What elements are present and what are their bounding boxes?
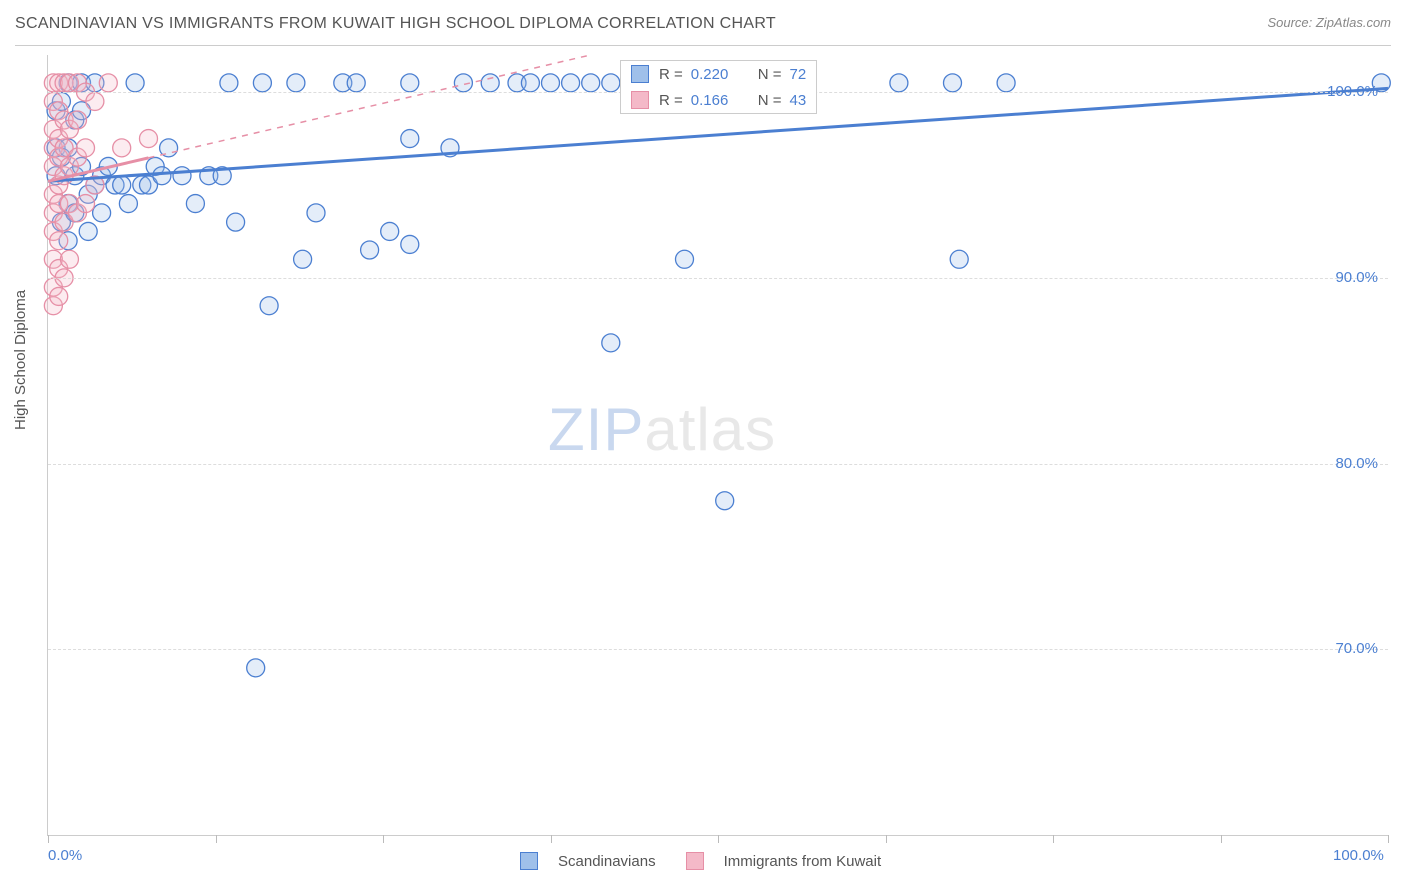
- stats-legend-row: R = 0.166 N = 43: [621, 87, 816, 113]
- data-point-scandinavians: [361, 241, 379, 259]
- data-point-scandinavians: [173, 167, 191, 185]
- chart-plot-area: ZIPatlas 70.0%80.0%90.0%100.0%0.0%100.0%: [47, 55, 1388, 836]
- data-point-scandinavians: [997, 74, 1015, 92]
- data-point-scandinavians: [260, 297, 278, 315]
- data-point-scandinavians: [582, 74, 600, 92]
- data-point-scandinavians: [153, 167, 171, 185]
- legend-label: Immigrants from Kuwait: [724, 853, 882, 870]
- data-point-scandinavians: [716, 492, 734, 510]
- y-tick-label: 90.0%: [1318, 269, 1378, 286]
- gridline-h: [48, 464, 1388, 465]
- data-point-scandinavians: [562, 74, 580, 92]
- data-point-scandinavians: [944, 74, 962, 92]
- r-label: R =: [659, 92, 683, 109]
- n-label: N =: [758, 66, 782, 83]
- data-point-scandinavians: [307, 204, 325, 222]
- x-tick: [48, 835, 49, 843]
- n-value: 72: [790, 66, 807, 83]
- data-point-scandinavians: [401, 74, 419, 92]
- data-point-scandinavians: [381, 222, 399, 240]
- data-point-scandinavians: [602, 334, 620, 352]
- data-point-scandinavians: [347, 74, 365, 92]
- data-point-scandinavians: [890, 74, 908, 92]
- legend-swatch: [520, 852, 538, 870]
- x-tick-label: 0.0%: [48, 847, 82, 864]
- data-point-scandinavians: [602, 74, 620, 92]
- data-point-kuwait: [50, 232, 68, 250]
- data-point-kuwait: [86, 92, 104, 110]
- x-tick-label: 100.0%: [1333, 847, 1384, 864]
- data-point-scandinavians: [287, 74, 305, 92]
- data-point-scandinavians: [186, 195, 204, 213]
- data-point-scandinavians: [401, 235, 419, 253]
- legend-label: Scandinavians: [558, 853, 656, 870]
- regression-extrapolation-kuwait: [149, 55, 591, 158]
- x-tick: [551, 835, 552, 843]
- data-point-kuwait: [77, 139, 95, 157]
- source-label: Source: ZipAtlas.com: [1267, 15, 1391, 30]
- data-point-scandinavians: [676, 250, 694, 268]
- data-point-kuwait: [99, 74, 117, 92]
- x-tick: [1388, 835, 1389, 843]
- data-point-scandinavians: [119, 195, 137, 213]
- title-bar: SCANDINAVIAN VS IMMIGRANTS FROM KUWAIT H…: [15, 15, 1391, 46]
- data-point-scandinavians: [521, 74, 539, 92]
- data-point-scandinavians: [126, 74, 144, 92]
- category-legend: Scandinavians Immigrants from Kuwait: [520, 852, 901, 870]
- x-tick: [383, 835, 384, 843]
- y-axis-label: High School Diploma: [12, 290, 29, 430]
- data-point-scandinavians: [79, 222, 97, 240]
- r-label: R =: [659, 66, 683, 83]
- x-tick: [1053, 835, 1054, 843]
- legend-swatch: [686, 852, 704, 870]
- data-point-scandinavians: [93, 204, 111, 222]
- data-point-scandinavians: [542, 74, 560, 92]
- x-tick: [718, 835, 719, 843]
- data-point-kuwait: [50, 287, 68, 305]
- data-point-kuwait: [113, 139, 131, 157]
- data-point-scandinavians: [294, 250, 312, 268]
- data-point-kuwait: [140, 130, 158, 148]
- x-tick: [1221, 835, 1222, 843]
- y-tick-label: 80.0%: [1318, 455, 1378, 472]
- data-point-kuwait: [77, 195, 95, 213]
- n-label: N =: [758, 92, 782, 109]
- data-point-scandinavians: [401, 130, 419, 148]
- y-tick-label: 100.0%: [1318, 83, 1378, 100]
- r-value: 0.166: [691, 92, 746, 109]
- stats-legend-row: R = 0.220 N = 72: [621, 61, 816, 87]
- data-point-kuwait: [68, 111, 86, 129]
- legend-swatch: [631, 91, 649, 109]
- scatter-svg: [48, 55, 1388, 835]
- legend-swatch: [631, 65, 649, 83]
- data-point-kuwait: [60, 250, 78, 268]
- y-tick-label: 70.0%: [1318, 640, 1378, 657]
- data-point-scandinavians: [253, 74, 271, 92]
- gridline-h: [48, 649, 1388, 650]
- data-point-scandinavians: [950, 250, 968, 268]
- data-point-scandinavians: [227, 213, 245, 231]
- n-value: 43: [790, 92, 807, 109]
- stats-legend: R = 0.220 N = 72 R = 0.166 N = 43: [620, 60, 817, 114]
- r-value: 0.220: [691, 66, 746, 83]
- data-point-scandinavians: [220, 74, 238, 92]
- gridline-h: [48, 278, 1388, 279]
- data-point-scandinavians: [113, 176, 131, 194]
- data-point-scandinavians: [247, 659, 265, 677]
- chart-title: SCANDINAVIAN VS IMMIGRANTS FROM KUWAIT H…: [15, 15, 776, 33]
- x-tick: [216, 835, 217, 843]
- x-tick: [886, 835, 887, 843]
- data-point-scandinavians: [481, 74, 499, 92]
